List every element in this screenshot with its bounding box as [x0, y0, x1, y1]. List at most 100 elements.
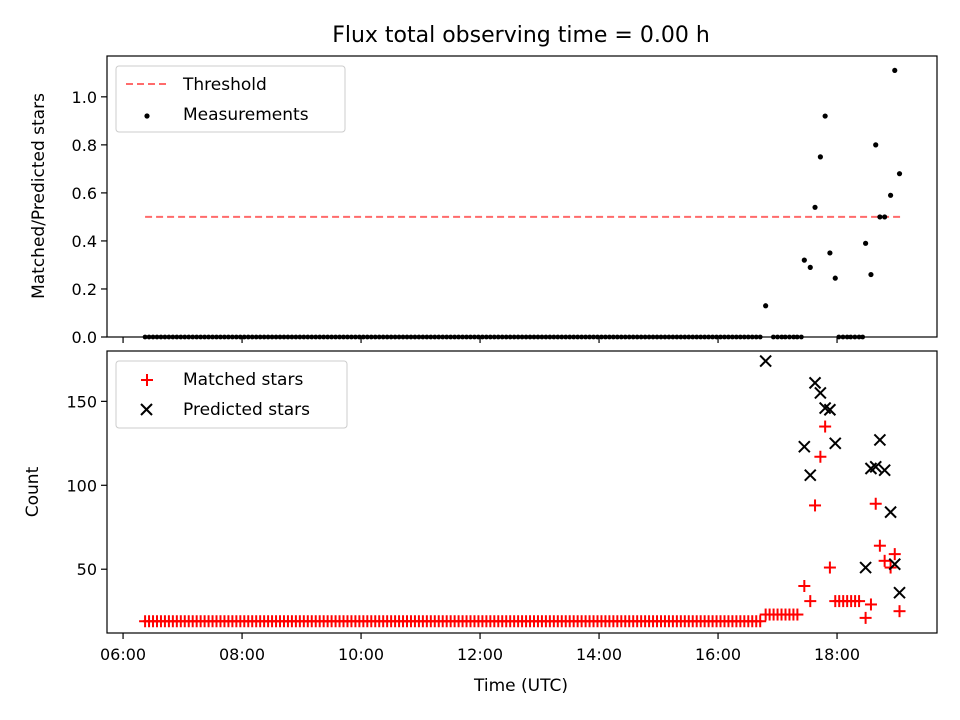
matched-point	[823, 561, 836, 574]
predicted-point	[873, 433, 887, 447]
matched-point	[888, 548, 901, 561]
bottom-legend: Matched stars Predicted stars	[115, 360, 348, 429]
predicted-point	[878, 463, 891, 477]
top-y-tick-label: 0.4	[72, 232, 97, 251]
top-legend: Threshold Measurements	[115, 65, 346, 133]
measurement-point	[822, 113, 828, 119]
predicted-point	[814, 386, 827, 400]
bottom-panel: 50 100 150 06:00 08:00 10:00 12:00 14:00 16:00 1…	[23, 350, 938, 696]
predicted-point	[808, 376, 822, 390]
top-y-tick-label: 0.0	[72, 328, 97, 347]
matched-point	[791, 608, 804, 621]
matched-point	[859, 611, 872, 624]
measurement-point	[832, 275, 838, 281]
predicted-point	[823, 403, 837, 416]
top-legend-box	[115, 65, 346, 133]
bottom-plot-marks	[139, 354, 906, 628]
matched-point	[873, 539, 886, 552]
cross-b	[878, 463, 891, 477]
bottom-legend-box	[115, 360, 348, 429]
measurement-point	[896, 171, 903, 177]
matched-point	[798, 580, 811, 592]
measurement-point	[817, 154, 823, 160]
cross-b	[808, 376, 822, 390]
predicted-point	[759, 354, 772, 368]
predicted-point	[869, 460, 882, 474]
matched-point	[809, 499, 822, 512]
matched-point	[754, 615, 767, 628]
predicted-point	[893, 586, 906, 599]
legend-threshold-label: Threshold	[182, 75, 267, 95]
top-y-tick-label: 0.6	[72, 184, 97, 203]
measurement-point	[801, 257, 807, 263]
predicted-point	[888, 557, 901, 571]
cross-b	[759, 354, 772, 368]
cross-b	[814, 386, 827, 400]
cross-b	[869, 460, 882, 474]
matched-point	[804, 595, 817, 608]
legend-matched-swatch	[141, 374, 153, 386]
measurement-point	[868, 271, 874, 278]
top-y-tick-label: 0.2	[72, 280, 97, 299]
bottom-x-tick-label: 12:00	[457, 645, 503, 664]
matched-point	[819, 420, 832, 433]
top-panel: 0.0 0.2 0.4 0.6 0.8 1.0 Matched/Predicted sta…	[29, 55, 938, 347]
cross-b	[873, 433, 887, 447]
measurement-point	[873, 142, 879, 148]
bottom-y-ticks: 50 100 150	[66, 392, 107, 579]
top-x-ticks	[122, 337, 838, 343]
top-axes-frame	[106, 55, 938, 338]
predicted-point	[829, 437, 842, 450]
bottom-x-tick-label: 18:00	[814, 645, 860, 664]
legend-matched-label: Matched stars	[183, 370, 303, 390]
bottom-x-tick-label: 08:00	[219, 645, 265, 664]
matched-point	[814, 450, 827, 463]
bottom-x-tick-label: 16:00	[695, 645, 741, 664]
matched-point	[878, 554, 891, 567]
cross-b	[818, 401, 832, 415]
cross-b	[798, 440, 811, 453]
measurement-point	[887, 192, 894, 198]
matched-point	[893, 605, 906, 618]
matched-point	[864, 598, 877, 611]
cross-b	[804, 469, 817, 482]
matched-point	[869, 497, 882, 510]
cross-b	[893, 586, 906, 599]
bottom-y-tick-label: 150	[66, 392, 97, 411]
x-axis-label: Time (UTC)	[473, 676, 568, 696]
measurement-point	[763, 303, 769, 309]
legend-predicted-label: Predicted stars	[183, 400, 310, 420]
top-y-ticks: 0.0 0.2 0.4 0.6 0.8 1.0	[72, 88, 107, 347]
predicted-point	[859, 561, 872, 574]
bottom-axes-frame	[106, 350, 938, 634]
chart-title: Flux total observing time = 0.00 h	[332, 23, 710, 48]
predicted-point	[884, 505, 897, 519]
legend-measurements-label: Measurements	[183, 105, 309, 125]
predicted-point	[798, 440, 811, 453]
bottom-y-tick-label: 100	[66, 476, 97, 495]
bottom-x-tick-label: 10:00	[338, 645, 384, 664]
predicted-point	[804, 469, 817, 482]
bottom-x-tick-label: 06:00	[100, 645, 146, 664]
measurement-point	[892, 67, 898, 74]
top-y-axis-label: Matched/Predicted stars	[29, 93, 49, 299]
bottom-x-tick-label: 14:00	[576, 645, 622, 664]
legend-predicted-swatch	[140, 403, 153, 416]
bottom-x-ticks: 06:00 08:00 10:00 12:00 14:00 16:00 18:00	[100, 633, 860, 664]
cross-b	[829, 437, 842, 450]
bottom-y-tick-label: 50	[77, 560, 97, 579]
cross-b	[888, 557, 901, 571]
cross-b	[823, 403, 837, 416]
measurement-point	[863, 240, 869, 246]
matched-point	[853, 595, 866, 608]
measurement-point	[827, 250, 833, 256]
top-y-tick-label: 0.8	[72, 136, 97, 155]
cross-b	[884, 505, 897, 519]
top-y-tick-label: 1.0	[72, 88, 97, 107]
bottom-y-axis-label: Count	[23, 466, 43, 517]
measurement-point	[882, 214, 888, 220]
measurement-point	[877, 214, 883, 220]
cross-b	[859, 561, 872, 574]
measurement-point	[807, 264, 813, 270]
